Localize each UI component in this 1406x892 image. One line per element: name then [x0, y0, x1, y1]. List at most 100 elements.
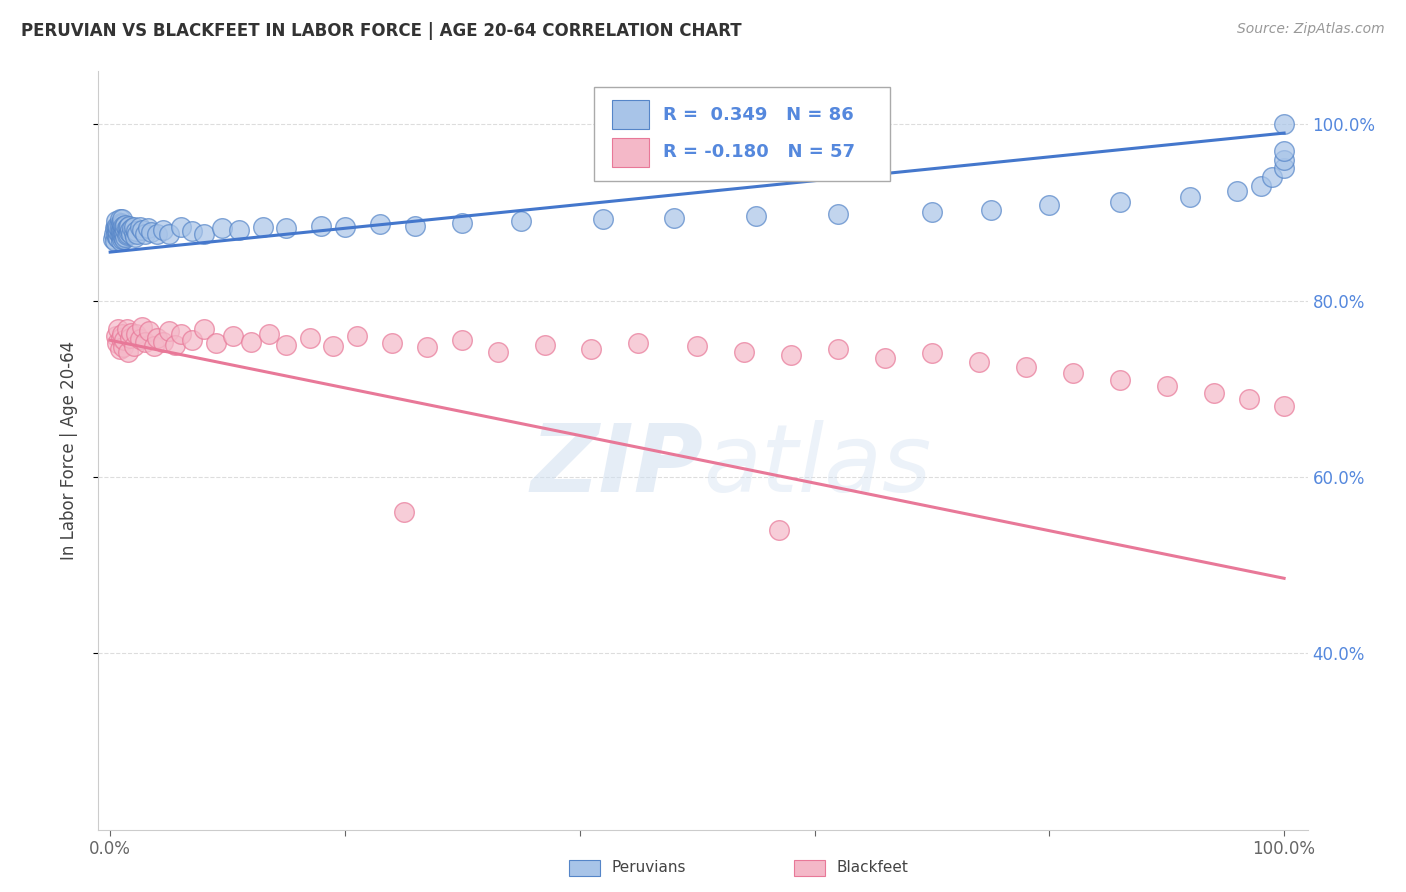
Point	[128, 220, 150, 235]
Point	[110, 216, 132, 230]
Point	[146, 330, 169, 344]
Point	[111, 327, 134, 342]
Point	[157, 324, 180, 338]
Point	[322, 339, 344, 353]
Point	[110, 330, 132, 344]
Point	[112, 220, 135, 235]
Text: ZIP: ZIP	[530, 419, 703, 512]
Point	[780, 348, 803, 362]
Point	[112, 219, 135, 233]
Point	[107, 220, 129, 235]
Point	[134, 227, 156, 241]
Point	[346, 329, 368, 343]
Point	[169, 327, 191, 342]
Point	[112, 230, 135, 244]
FancyBboxPatch shape	[613, 100, 648, 129]
Point	[146, 227, 169, 242]
Point	[745, 209, 768, 223]
Point	[101, 232, 124, 246]
Point	[686, 339, 709, 353]
Point	[193, 227, 215, 241]
Point	[104, 221, 127, 235]
Point	[533, 337, 555, 351]
Point	[125, 224, 148, 238]
Point	[115, 221, 138, 235]
Point	[257, 327, 280, 342]
Point	[110, 223, 132, 237]
Point	[122, 219, 145, 234]
Point	[381, 335, 404, 350]
Point	[111, 217, 134, 231]
Point	[662, 211, 685, 225]
Text: atlas: atlas	[703, 420, 931, 511]
Point	[252, 220, 274, 235]
Point	[120, 326, 142, 341]
Point	[152, 334, 174, 349]
Point	[112, 333, 135, 347]
Point	[333, 220, 356, 235]
Point	[169, 220, 191, 235]
Point	[105, 335, 128, 350]
Point	[120, 223, 142, 237]
Point	[1038, 198, 1060, 212]
Point	[276, 221, 298, 235]
Point	[1180, 189, 1202, 203]
Point	[141, 225, 163, 239]
Point	[1272, 161, 1295, 176]
Point	[105, 219, 128, 234]
Point	[115, 322, 138, 336]
Point	[298, 330, 321, 344]
Point	[181, 333, 204, 347]
Point	[733, 344, 755, 359]
Point	[204, 335, 226, 350]
Point	[138, 325, 160, 339]
Point	[967, 355, 990, 369]
Point	[157, 227, 180, 241]
Point	[122, 339, 145, 353]
Point	[103, 227, 125, 242]
Point	[105, 219, 128, 233]
Point	[181, 224, 204, 238]
Point	[228, 223, 250, 237]
Point	[311, 219, 333, 233]
Point	[136, 221, 159, 235]
Point	[1226, 184, 1249, 198]
Point	[921, 205, 943, 219]
Point	[1272, 117, 1295, 131]
Point	[827, 342, 849, 356]
Point	[980, 202, 1002, 217]
Point	[114, 230, 136, 244]
Point	[105, 214, 128, 228]
Point	[768, 523, 790, 537]
Point	[108, 212, 131, 227]
Point	[240, 334, 263, 349]
Point	[827, 207, 849, 221]
Point	[451, 333, 474, 347]
Point	[276, 337, 298, 351]
Point	[128, 332, 150, 346]
Point	[416, 340, 439, 354]
Point	[368, 217, 391, 231]
Point	[125, 327, 148, 342]
Point	[105, 230, 128, 244]
Point	[114, 223, 136, 237]
Point	[120, 331, 142, 345]
Point	[1250, 178, 1272, 193]
Point	[115, 228, 138, 243]
Point	[1108, 194, 1130, 209]
Point	[120, 227, 142, 242]
Point	[107, 322, 129, 336]
Point	[111, 221, 134, 235]
Point	[124, 230, 146, 244]
Point	[117, 344, 139, 359]
Point	[111, 211, 134, 226]
Text: R =  0.349   N = 86: R = 0.349 N = 86	[664, 105, 853, 124]
Point	[112, 232, 135, 246]
Point	[1062, 366, 1084, 380]
Point	[112, 225, 135, 239]
Point	[404, 219, 426, 233]
Point	[1202, 386, 1225, 401]
Point	[152, 223, 174, 237]
Point	[114, 218, 136, 232]
Point	[127, 227, 149, 241]
